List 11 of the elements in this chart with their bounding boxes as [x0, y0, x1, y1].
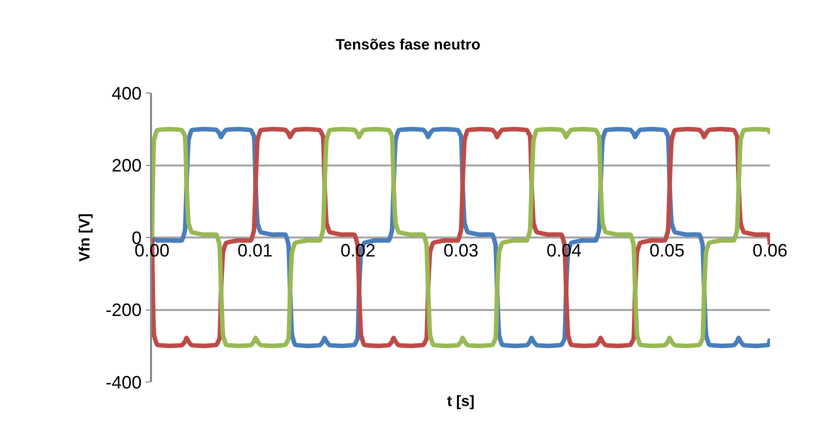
x-tick-label: 0.05: [649, 240, 685, 260]
y-axis-title: Vfn [V]: [76, 213, 94, 262]
y-tick-label: 400: [112, 83, 142, 104]
chart-title: Tensões fase neutro: [336, 36, 480, 54]
x-axis-title: t [s]: [447, 393, 474, 410]
y-tick-label: -400: [106, 372, 142, 392]
x-tick-label: 0.03: [443, 240, 479, 260]
x-tick-label: 0.01: [237, 240, 273, 260]
y-tick-label: 200: [112, 156, 142, 176]
x-tick-label: 0.06: [752, 240, 788, 260]
y-tick-label: -200: [106, 300, 142, 320]
